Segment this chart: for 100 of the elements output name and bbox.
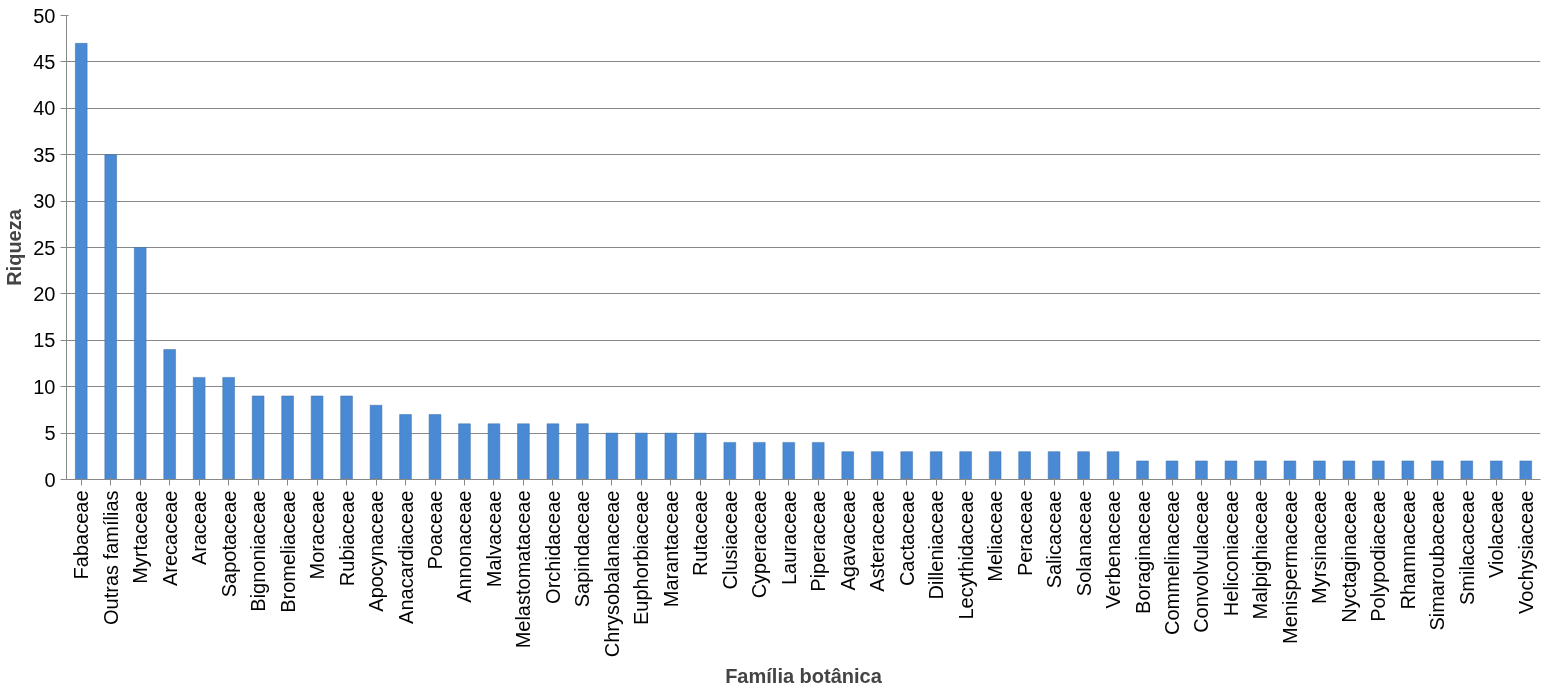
x-tick-label: Malvaceae [482,490,505,588]
x-tick-label: Verbenaceae [1102,490,1125,609]
bar [782,442,795,480]
bar [163,349,176,480]
x-tick-label: Heliconiaceae [1219,490,1242,617]
bar [369,405,383,480]
x-tick-label: Boraginaceae [1131,490,1154,614]
bar [1047,451,1061,480]
bar [1283,460,1297,480]
x-tick-label: Orchidaceae [541,490,564,604]
x-tick-label: Annonaceae [453,490,476,603]
x-tick-label: Lauraceae [777,490,800,586]
bar [1490,460,1503,480]
x-tick-label: Sapindaceae [571,490,594,608]
bar [1313,460,1326,480]
bar [664,432,677,480]
bar [1519,460,1532,480]
bar [1224,460,1238,480]
y-tick-label: 40 [33,97,56,120]
x-tick-label: Chrysobalanaceae [600,490,623,658]
bar [134,247,147,480]
bar [1460,460,1473,480]
bar [605,432,619,480]
bar [1254,460,1267,480]
y-tick-label: 30 [33,190,56,213]
bar [1431,460,1444,480]
x-tick-label: Euphorbiaceae [630,490,653,626]
bar [251,395,265,480]
x-tick-label: Myrsinaceae [1308,490,1331,604]
y-tick-label: 0 [44,468,56,491]
bar [1165,460,1179,480]
bar [428,414,442,480]
bar [458,423,471,480]
x-tick-label: Smilacaceae [1455,490,1478,605]
x-tick-label: Araceae [188,490,211,565]
bar [841,451,854,480]
bar [222,377,235,480]
y-tick-label: 15 [33,329,56,352]
bar [871,451,884,480]
x-tick-label: Commelinaceae [1161,490,1183,636]
x-tick-label: Outras famílias [99,490,122,625]
x-tick-label: Asteraceae [866,490,889,592]
bar [723,442,736,480]
x-tick-label: Anacardiaceae [394,490,417,624]
bar [988,451,1002,480]
x-tick-label: Fabaceae [70,490,93,580]
bar [75,43,88,480]
y-tick-label: 20 [33,282,56,305]
bar [1342,460,1356,480]
x-tick-label: Simaroubaceae [1426,490,1449,631]
bar [694,432,707,480]
y-axis-title: Riqueza [3,208,26,286]
x-tick-label: Malpighiaceae [1249,490,1272,620]
bar [399,414,412,480]
y-tick-label: 35 [33,143,56,166]
x-tick-label: Menispermaceae [1278,490,1301,644]
bar [812,442,825,480]
x-tick-label: Arecaceae [158,490,181,587]
x-tick-label: Solanaceae [1072,490,1095,597]
x-tick-label: Cyperaceae [748,490,771,599]
x-tick-label: Piperaceae [807,490,830,592]
x-tick-label: Moraceae [306,490,329,580]
x-tick-label: Peraceae [1013,490,1036,577]
bar [1106,451,1120,480]
x-tick-label: Marantaceae [659,490,682,608]
x-tick-label: Myrtaceae [129,490,152,584]
x-tick-label: Nyctaginaceae [1337,490,1360,623]
x-tick-label: Bromeliaceae [276,490,299,613]
bar [1077,451,1090,480]
x-tick-label: Meliaceae [984,490,1007,582]
x-tick-label: Poaceae [424,490,446,570]
x-tick-label: Vochysiaceae [1514,490,1537,614]
x-tick-label: Lecythidaceae [954,490,977,620]
bar [104,154,117,480]
y-tick-label: 45 [33,50,56,73]
x-tick-label: Convolvulaceae [1190,490,1213,633]
x-tick-label: Melastomataceae [512,490,535,649]
y-tick-label: 50 [33,4,56,27]
bar [546,423,560,480]
bar [1401,460,1414,480]
x-tick-label: Rhamnaceae [1396,490,1419,610]
bar [1018,451,1031,480]
bar [753,442,766,480]
x-tick-label: Rutaceae [689,490,712,577]
bar [340,395,353,480]
x-tick-label: Polypodiaceae [1367,490,1390,622]
x-tick-label: Bignoniaceae [247,490,270,612]
bar [930,451,943,480]
x-tick-label: Apocynaceae [365,490,388,612]
bar [193,377,206,480]
x-tick-label: Rubiaceae [335,490,358,587]
y-tick-label: 10 [33,375,56,398]
x-tick-label: Agavaceae [836,490,859,591]
bar [900,451,913,480]
x-tick-label: Dilleniaceae [925,490,948,600]
x-tick-label: Violaceae [1485,490,1508,578]
x-tick-label: Clusiaceae [718,490,741,590]
x-tick-label: Sapotaceae [217,490,240,598]
x-tick-label: Salicaceae [1043,490,1066,589]
bar [310,395,324,480]
